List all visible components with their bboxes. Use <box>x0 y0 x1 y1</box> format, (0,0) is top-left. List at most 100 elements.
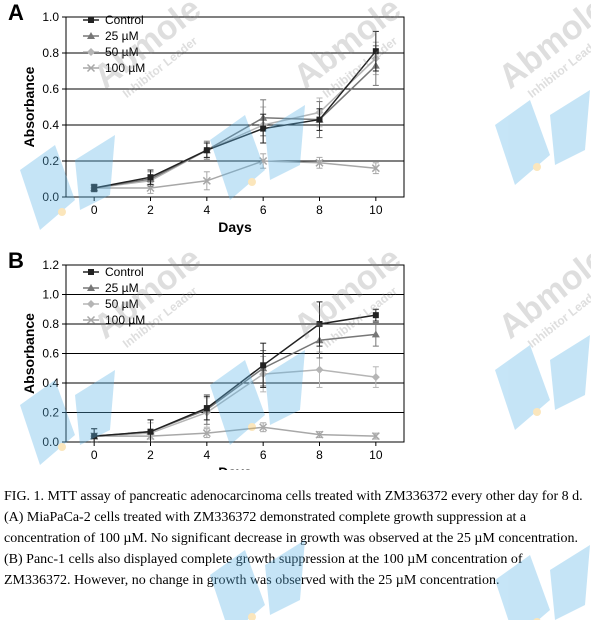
data-point-stroke <box>259 156 268 166</box>
y-axis-title: Absorbance <box>21 66 37 147</box>
y-tick-label: 1.0 <box>42 10 59 24</box>
legend: Control 25 µM 50 µM 100 µM <box>83 265 145 327</box>
x-tick-label: 4 <box>203 448 210 462</box>
series-line <box>94 65 377 189</box>
y-tick-label: 0.6 <box>42 82 59 96</box>
figure-caption: FIG. 1. MTT assay of pancreatic adenocar… <box>4 489 583 588</box>
legend-label-100-um: 100 µM <box>105 61 145 75</box>
x-tick-label: 2 <box>147 448 154 462</box>
data-point-stroke <box>371 432 380 441</box>
panel-letter: B <box>8 248 24 273</box>
panel-letter: A <box>8 0 24 25</box>
data-point <box>315 430 324 439</box>
data-point <box>259 156 268 166</box>
data-point <box>147 174 154 181</box>
legend-label-25-um: 25 µM <box>105 281 139 295</box>
y-tick-label: 0.0 <box>42 435 59 449</box>
chart-panel-a: A 0.0 0.2 0.4 0.6 0.8 1.0 0 2 4 6 8 10 Days Absorbance… <box>8 0 405 235</box>
legend-label-100-um: 100 µM <box>105 313 145 327</box>
series-100-um <box>90 153 380 194</box>
y-tick-label: 0.0 <box>42 190 59 204</box>
legend-label-25-um: 25 µM <box>105 29 139 43</box>
data-point <box>316 321 323 327</box>
series-line <box>94 426 376 437</box>
x-tick-label: 8 <box>316 448 323 462</box>
y-tick-label: 0.4 <box>42 118 59 132</box>
data-point <box>86 315 96 325</box>
y-tick-label: 0.8 <box>42 317 59 331</box>
y-tick-label: 0.6 <box>42 347 59 361</box>
series-100-um <box>90 422 380 441</box>
legend-label-50-um: 50 µM <box>105 297 139 311</box>
data-point <box>260 125 267 132</box>
x-axis-title: Days <box>218 219 252 235</box>
x-tick-label: 10 <box>369 448 383 462</box>
y-tick-label: 0.2 <box>42 154 59 168</box>
data-point <box>203 147 210 154</box>
data-point <box>87 48 95 56</box>
series-control <box>91 301 379 443</box>
data-point <box>202 429 211 438</box>
data-point-stroke <box>86 63 96 73</box>
series-line <box>94 160 376 189</box>
data-point <box>371 330 380 338</box>
data-point <box>87 300 95 308</box>
mtt-figure: A 0.0 0.2 0.4 0.6 0.8 1.0 0 2 4 6 8 10 Days Absorbance… <box>8 0 405 470</box>
x-tick-label: 2 <box>147 203 154 217</box>
data-point <box>315 365 324 374</box>
logo-dot <box>248 613 256 620</box>
series-50-um <box>90 351 380 443</box>
x-axis-title: Days <box>218 464 252 470</box>
x-tick-label: 0 <box>91 448 98 462</box>
series-line <box>94 333 376 437</box>
legend-label-control: Control <box>105 265 144 279</box>
series-25-um <box>90 322 380 443</box>
data-point <box>259 423 268 432</box>
legend-label-50-um: 50 µM <box>105 45 139 59</box>
x-tick-label: 6 <box>260 203 267 217</box>
data-point <box>146 183 155 193</box>
data-point-stroke <box>202 176 211 185</box>
series-control <box>91 30 379 193</box>
data-point <box>88 269 94 275</box>
data-point <box>91 185 98 191</box>
data-point <box>203 405 210 412</box>
series-line <box>94 368 376 437</box>
y-tick-label: 1.0 <box>42 288 59 302</box>
data-point <box>371 432 380 441</box>
data-point-stroke <box>371 164 380 173</box>
data-point <box>86 63 96 73</box>
data-point <box>372 48 379 55</box>
x-tick-label: 8 <box>316 203 323 217</box>
data-point <box>88 17 94 23</box>
y-tick-label: 0.4 <box>42 376 59 390</box>
data-point-stroke <box>315 430 324 439</box>
data-point <box>371 373 380 382</box>
x-tick-label: 0 <box>91 203 98 217</box>
chart-panel-b: B 0.0 0.2 0.4 0.6 0.8 1.0 1.2 0 2 4 6 8 10 Days Absorba… <box>8 248 405 470</box>
data-point-stroke <box>86 315 96 325</box>
series-line <box>94 50 377 189</box>
data-point <box>315 158 324 167</box>
legend-label-control: Control <box>105 13 144 27</box>
data-point <box>147 428 154 435</box>
data-point <box>260 362 267 369</box>
data-point <box>371 164 380 173</box>
plot-area <box>65 16 405 198</box>
data-point <box>202 176 211 185</box>
y-tick-label: 1.2 <box>42 258 59 272</box>
legend: Control 25 µM 50 µM 100 µM <box>83 13 145 75</box>
y-axis-title: Absorbance <box>21 313 37 394</box>
y-tick-label: 0.8 <box>42 46 59 60</box>
series-line <box>94 314 376 437</box>
y-tick-label: 0.2 <box>42 406 59 420</box>
series-line <box>94 57 377 189</box>
data-point-stroke <box>315 158 324 167</box>
data-point-stroke <box>259 423 268 432</box>
x-tick-label: 4 <box>203 203 210 217</box>
x-tick-label: 10 <box>369 203 383 217</box>
x-tick-label: 6 <box>260 448 267 462</box>
data-point <box>372 312 379 319</box>
data-point <box>91 433 98 440</box>
data-point <box>87 284 95 291</box>
